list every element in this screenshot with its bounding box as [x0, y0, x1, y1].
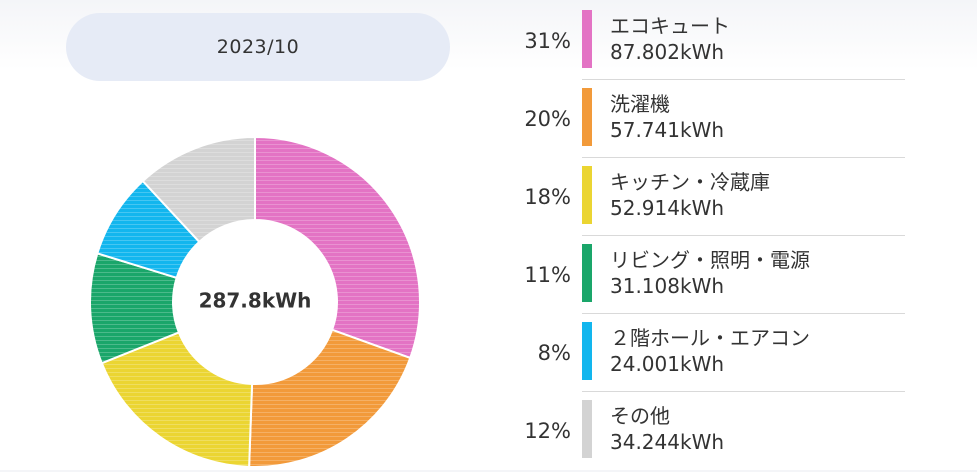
- legend-divider: [582, 235, 905, 236]
- legend-divider: [582, 313, 905, 314]
- legend-percent: 31%: [524, 29, 571, 53]
- legend-color-swatch: [582, 88, 592, 146]
- legend-color-swatch: [582, 166, 592, 224]
- month-label: 2023/10: [216, 36, 300, 58]
- legend-color-swatch: [582, 10, 592, 68]
- donut-slice[interactable]: [248, 328, 412, 468]
- legend-row[interactable]: 18% キッチン・冷蔵庫 52.914kWh: [510, 160, 910, 238]
- donut-slice[interactable]: [254, 135, 421, 360]
- legend-item-name: キッチン・冷蔵庫: [610, 170, 770, 194]
- legend-item-name: 洗濯機: [610, 92, 670, 116]
- legend-color-swatch: [582, 244, 592, 302]
- donut-slice[interactable]: [100, 331, 254, 468]
- legend-row[interactable]: 20% 洗濯機 57.741kWh: [510, 82, 910, 160]
- legend-item-name: エコキュート: [610, 14, 730, 38]
- legend-item-value: 52.914kWh: [610, 196, 725, 220]
- legend-divider: [582, 157, 905, 158]
- month-selector[interactable]: 2023/10: [66, 13, 450, 81]
- legend-item-value: 31.108kWh: [610, 274, 725, 298]
- legend-row[interactable]: 8% ２階ホール・エアコン 24.001kWh: [510, 316, 910, 394]
- legend-color-swatch: [582, 322, 592, 380]
- legend-color-swatch: [582, 400, 592, 458]
- legend-item-name: リビング・照明・電源: [610, 248, 810, 272]
- legend-item-value: 57.741kWh: [610, 118, 725, 142]
- legend-row[interactable]: 31% エコキュート 87.802kWh: [510, 4, 910, 82]
- legend-row[interactable]: 11% リビング・照明・電源 31.108kWh: [510, 238, 910, 316]
- legend-percent: 20%: [524, 107, 571, 131]
- legend-item-name: ２階ホール・エアコン: [610, 326, 810, 350]
- donut-chart: 287.8kWh: [89, 135, 421, 468]
- legend-divider: [582, 391, 905, 392]
- legend-percent: 18%: [524, 185, 571, 209]
- legend-percent: 11%: [524, 263, 571, 287]
- legend-item-value: 24.001kWh: [610, 352, 725, 376]
- legend-item-value: 87.802kWh: [610, 40, 725, 64]
- legend-divider: [582, 79, 905, 80]
- legend-row[interactable]: 12% その他 34.244kWh: [510, 394, 910, 472]
- legend-item-name: その他: [610, 404, 670, 428]
- legend-item-value: 34.244kWh: [610, 430, 725, 454]
- donut-slice[interactable]: [141, 135, 256, 244]
- legend-percent: 8%: [537, 341, 571, 365]
- center-total-label: 287.8kWh: [199, 289, 312, 313]
- legend-percent: 12%: [524, 419, 571, 443]
